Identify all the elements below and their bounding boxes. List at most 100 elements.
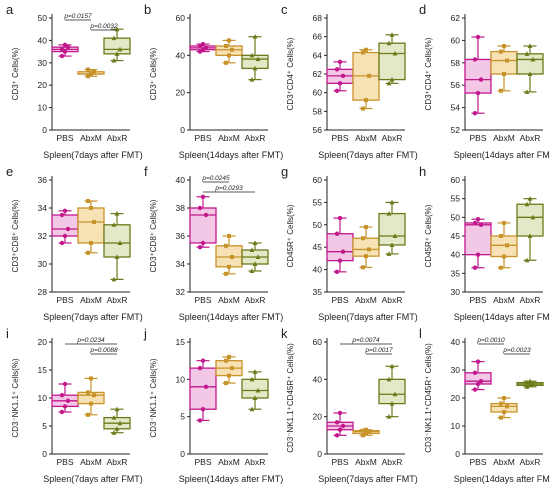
data-point — [111, 415, 117, 420]
x-tick-label: AbxR — [245, 457, 266, 467]
data-point — [197, 245, 203, 250]
data-point — [502, 396, 506, 400]
data-point — [389, 401, 395, 406]
data-point — [499, 49, 503, 54]
data-point — [59, 240, 65, 246]
data-point — [478, 222, 484, 227]
y-axis-label: CD3⁺CD4⁺ Cells(%) — [286, 37, 295, 110]
data-point — [386, 251, 392, 256]
data-point — [59, 53, 65, 59]
x-tick-label: PBS — [331, 457, 348, 467]
x-tick-label: AbxM — [218, 133, 240, 143]
data-point — [389, 32, 395, 37]
x-tick-label: AbxM — [355, 133, 377, 143]
data-point — [86, 412, 90, 417]
x-tick-label: PBS — [469, 457, 486, 467]
p-value-label: p=0.0293 — [214, 185, 243, 192]
data-point — [86, 390, 90, 395]
data-point — [361, 433, 365, 438]
data-point — [502, 220, 506, 225]
p-value-label: p=0.0017 — [364, 347, 393, 354]
panel-g: g 35 40 45 50 55 60 CD45R⁺ Cells(%) PBS AbxM AbxR S… — [281, 164, 418, 322]
panel-label: h — [419, 164, 426, 179]
y-tick-label: 60 — [451, 175, 461, 185]
x-tick-label: AbxR — [245, 133, 266, 143]
y-axis-label: CD3⁺ Cells(%) — [11, 47, 20, 100]
data-point — [200, 194, 206, 199]
y-tick-label: 34 — [176, 259, 186, 269]
data-point — [502, 44, 506, 48]
data-point — [524, 380, 530, 385]
data-point — [111, 276, 117, 282]
panel-label: d — [419, 2, 426, 17]
data-point — [59, 393, 65, 398]
y-tick-label: 20 — [313, 412, 323, 422]
y-tick-label: 40 — [313, 374, 323, 384]
data-point — [478, 379, 484, 384]
y-tick-label: 60 — [313, 88, 323, 98]
p-value-label: p=0.0023 — [502, 347, 531, 354]
data-point — [249, 376, 255, 382]
x-tick-label: AbxM — [218, 457, 240, 467]
y-tick-label: 62 — [313, 69, 323, 79]
x-tick-label: PBS — [469, 295, 486, 305]
y-tick-label: 62 — [451, 13, 461, 23]
x-axis-label: Spleen(7days after FMT) — [43, 150, 143, 160]
y-tick-label: 55 — [451, 194, 461, 204]
x-axis-label: Spleen(14days after FMT) — [179, 312, 284, 322]
data-point — [117, 46, 123, 52]
x-tick-label: AbxM — [355, 457, 377, 467]
x-axis-label: Spleen(14days after FMT) — [454, 312, 550, 322]
y-tick-label: 34 — [38, 203, 48, 213]
y-axis-label: CD3⁺CD8⁺ Cells(%) — [11, 199, 20, 272]
data-point — [530, 214, 536, 220]
x-tick-label: PBS — [194, 457, 211, 467]
data-point — [111, 57, 117, 63]
data-point — [224, 381, 228, 386]
y-tick-label: 5 — [42, 421, 47, 431]
y-tick-label: 36 — [38, 175, 48, 185]
data-point — [502, 72, 506, 76]
y-tick-label: 40 — [176, 50, 186, 60]
x-tick-label: PBS — [331, 295, 348, 305]
data-point — [502, 254, 506, 259]
data-point — [114, 254, 120, 259]
data-point — [364, 47, 368, 52]
data-point — [472, 220, 478, 226]
y-tick-label: 20 — [38, 80, 48, 90]
y-tick-label: 55 — [313, 197, 323, 207]
box-AbxM — [215, 245, 243, 268]
data-point — [227, 53, 231, 58]
y-tick-label: 54 — [451, 103, 461, 113]
data-point — [227, 38, 231, 43]
data-point — [389, 363, 395, 369]
panel-label: i — [6, 326, 9, 341]
data-point — [340, 423, 346, 429]
y-axis-label: CD45R⁺ Cells(%) — [286, 204, 295, 267]
data-point — [197, 418, 203, 423]
panel-f: f 32 34 36 38 40 CD3⁺CD8⁺ Cells(%) PBS AbxM AbxR p… — [144, 164, 283, 322]
x-tick-label: AbxM — [80, 457, 102, 467]
data-point — [524, 257, 530, 263]
data-point — [86, 67, 90, 72]
data-point — [499, 401, 503, 406]
data-point — [59, 409, 65, 415]
data-point — [499, 265, 503, 270]
y-tick-label: 68 — [313, 13, 323, 23]
x-axis-label: Spleen(14days after FMT) — [179, 474, 284, 484]
box-AbxM — [490, 50, 518, 75]
data-point — [227, 234, 231, 238]
x-tick-label: PBS — [56, 133, 73, 143]
data-point — [527, 196, 533, 201]
data-point — [337, 258, 343, 263]
y-tick-label: 20 — [176, 88, 186, 98]
data-point — [475, 381, 481, 387]
x-axis-label: Spleen(7days after FMT) — [318, 474, 418, 484]
data-point — [197, 205, 203, 211]
x-tick-label: PBS — [194, 133, 211, 143]
data-point — [249, 406, 255, 412]
data-point — [527, 382, 533, 388]
panel-label: j — [143, 326, 147, 341]
data-point — [92, 69, 96, 74]
data-point — [252, 240, 258, 245]
